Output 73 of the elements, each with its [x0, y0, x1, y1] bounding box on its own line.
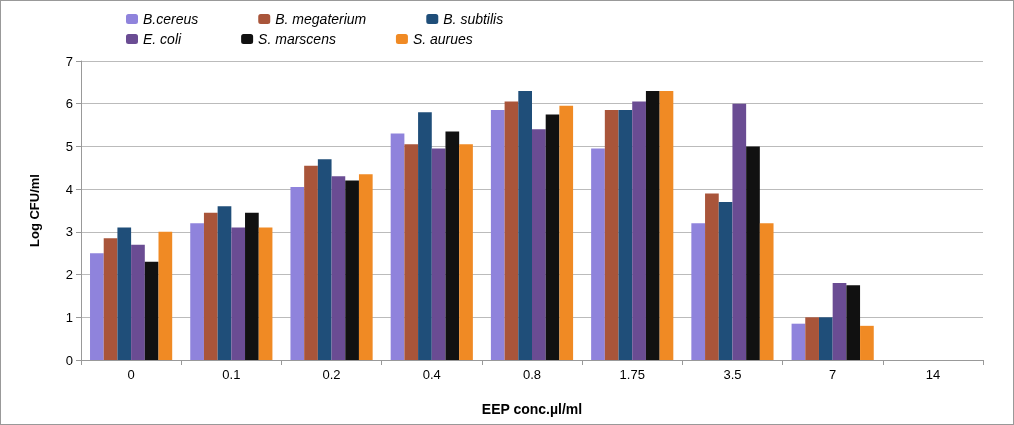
bar	[732, 103, 747, 360]
bar	[759, 223, 774, 360]
bar	[559, 105, 574, 360]
legend-label: E. coli	[143, 31, 183, 47]
bar	[659, 90, 674, 360]
bar	[832, 283, 847, 360]
bar	[459, 144, 473, 360]
bar	[203, 212, 218, 360]
y-tick-label: 2	[65, 267, 73, 283]
x-tick-label: 14	[925, 367, 941, 382]
y-tick-label: 5	[65, 138, 73, 154]
bar	[317, 159, 332, 360]
x-tick-label: 0.2	[322, 367, 341, 382]
y-tick-label: 6	[65, 96, 73, 112]
bar	[818, 317, 833, 360]
bar	[117, 227, 132, 360]
x-tick-label: 0.8	[522, 367, 542, 382]
bar	[445, 131, 460, 360]
x-tick-label: 7	[829, 367, 837, 382]
bar	[490, 110, 505, 360]
y-axis-title: Log CFU/ml	[27, 174, 42, 247]
bar	[418, 112, 432, 360]
bar	[791, 323, 806, 360]
bar	[331, 176, 346, 360]
bar	[591, 148, 605, 360]
bar	[131, 244, 145, 360]
bar	[718, 201, 733, 360]
bar	[231, 227, 246, 360]
bar	[604, 110, 619, 360]
legend-label: S. marscens	[258, 31, 336, 47]
bar	[103, 238, 118, 360]
bar	[518, 90, 532, 360]
bar	[158, 231, 173, 360]
x-axis-title: EEP conc.µl/ml	[481, 401, 583, 417]
bar	[860, 325, 874, 360]
bar	[504, 101, 519, 360]
bar	[144, 261, 159, 360]
x-tick-label: 0.1	[222, 367, 241, 382]
legend-label: B.cereus	[143, 11, 199, 27]
bar	[404, 144, 419, 360]
legend-label: S. aurues	[412, 31, 473, 47]
legend-label: B. megaterium	[275, 11, 367, 27]
bar	[217, 206, 232, 360]
bar	[805, 317, 819, 360]
bar	[645, 90, 660, 360]
bar	[545, 114, 560, 360]
y-tick-label: 7	[65, 53, 73, 69]
bar	[846, 285, 861, 360]
bar	[390, 133, 405, 360]
y-tick-label: 0	[65, 352, 73, 368]
bar	[345, 180, 359, 360]
bar	[245, 212, 259, 360]
bar	[532, 129, 546, 360]
bar	[290, 187, 305, 360]
bar	[746, 146, 760, 360]
bar	[90, 253, 104, 360]
x-tick-label: 0	[127, 367, 135, 382]
x-tick-label: 3.5	[723, 367, 742, 382]
bar	[618, 110, 633, 360]
bar	[705, 193, 719, 360]
bar	[431, 148, 446, 360]
bar	[691, 223, 706, 360]
x-tick-label: 1.75	[619, 367, 645, 382]
y-tick-label: 4	[65, 181, 73, 197]
x-tick-label: 0.4	[422, 367, 441, 382]
y-tick-label: 3	[65, 224, 73, 240]
legend-label: B. subtilis	[443, 11, 504, 27]
bar	[358, 174, 373, 360]
bar	[304, 165, 318, 360]
bar	[632, 101, 646, 360]
bar	[258, 227, 273, 360]
bar	[190, 223, 204, 360]
y-tick-label: 1	[65, 309, 73, 325]
